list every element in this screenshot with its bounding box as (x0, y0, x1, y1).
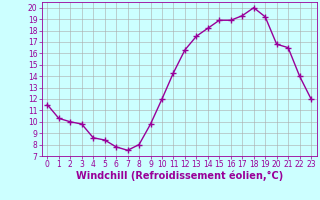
X-axis label: Windchill (Refroidissement éolien,°C): Windchill (Refroidissement éolien,°C) (76, 171, 283, 181)
